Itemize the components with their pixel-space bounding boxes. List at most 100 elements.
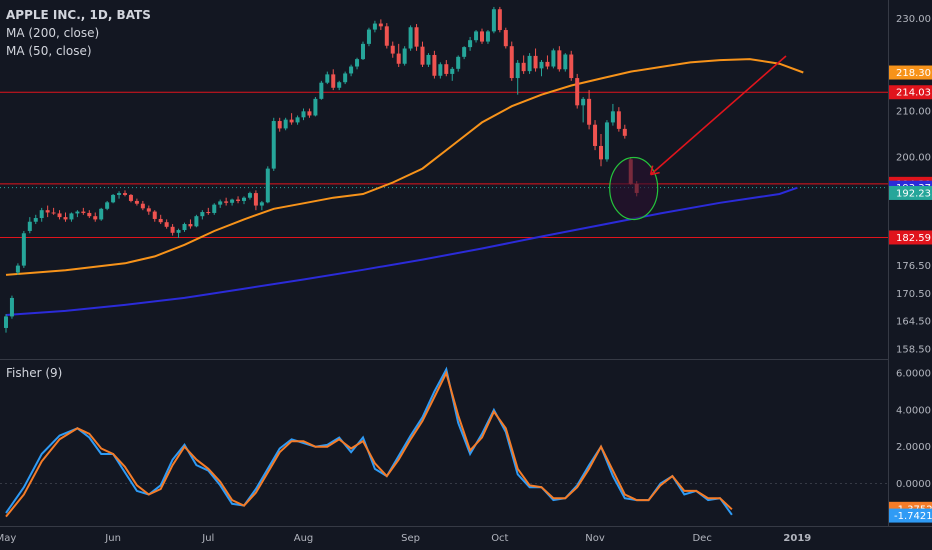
candle-body: [117, 193, 122, 195]
candle-body: [616, 111, 621, 129]
candle: [99, 207, 104, 221]
candle: [325, 71, 330, 85]
candle: [176, 228, 181, 238]
candle-body: [140, 203, 145, 209]
price-badge-label: 192.23: [896, 188, 931, 199]
candle-body: [438, 64, 443, 76]
candle: [182, 222, 187, 232]
price-tick-label: 158.50: [896, 344, 931, 355]
candle-body: [128, 194, 133, 201]
candle-body: [355, 59, 360, 67]
candle: [331, 69, 336, 91]
candle-body: [45, 210, 50, 213]
ma200-legend: MA (200, close): [6, 26, 100, 40]
candle: [21, 230, 26, 268]
candle-body: [111, 194, 116, 203]
candle-body: [604, 122, 609, 160]
candle-body: [242, 197, 246, 201]
fisher-tick-label: 4.0000: [896, 405, 931, 416]
time-tick-label: Nov: [585, 533, 605, 544]
candle-body: [396, 53, 401, 64]
candle-body: [622, 128, 627, 136]
candle: [402, 46, 407, 66]
candle: [158, 214, 163, 225]
candle-body: [123, 193, 127, 195]
candle-body: [206, 212, 211, 214]
candle: [75, 210, 80, 218]
candle: [123, 190, 127, 197]
candle-body: [319, 82, 324, 99]
price-badge-label: 218.30: [896, 68, 931, 79]
ma50-legend: MA (50, close): [6, 44, 92, 58]
candle: [485, 30, 490, 44]
candle-body: [474, 31, 479, 41]
candle-body: [349, 66, 354, 74]
candle-body: [331, 74, 336, 88]
candle-body: [33, 218, 38, 222]
price-tick-label: 164.50: [896, 317, 931, 328]
candle-body: [361, 43, 365, 60]
candle: [117, 191, 122, 199]
candle-body: [9, 297, 14, 317]
candle-body: [402, 48, 407, 64]
candle: [146, 205, 151, 215]
price-badge: [889, 65, 932, 80]
candle: [212, 203, 217, 215]
candle: [444, 60, 449, 77]
candle-body: [432, 54, 437, 76]
time-tick-label: 2019: [783, 533, 811, 544]
candle: [63, 212, 68, 222]
candle-body: [414, 27, 419, 47]
candle: [408, 25, 413, 51]
candle: [438, 62, 443, 79]
candle-body: [533, 55, 538, 69]
fisher-badge-label: -1.7421: [894, 511, 932, 522]
candle: [27, 217, 32, 234]
candle-body: [462, 47, 467, 57]
candle: [81, 207, 86, 215]
candle: [283, 117, 288, 131]
candle: [420, 41, 425, 67]
candle-body: [337, 82, 342, 88]
candle: [503, 27, 508, 49]
candle-body: [480, 31, 484, 42]
candle-body: [247, 193, 252, 198]
candle-body: [212, 204, 217, 213]
candle: [533, 48, 538, 72]
annotation-arrow-shaft: [650, 55, 787, 176]
candle: [426, 53, 431, 67]
candle-body: [4, 316, 8, 328]
candle-body: [63, 217, 68, 220]
fisher-pane[interactable]: [0, 366, 888, 518]
candle: [289, 113, 294, 125]
candle-body: [176, 230, 181, 233]
candle: [242, 196, 246, 205]
candle: [134, 198, 139, 206]
candle: [69, 212, 74, 222]
candle-body: [515, 62, 520, 79]
candle-body: [164, 222, 169, 227]
candle-body: [57, 213, 62, 218]
candle-body: [593, 124, 598, 146]
candle-body: [444, 64, 449, 74]
candle: [230, 198, 235, 206]
price-tick-label: 210.00: [896, 106, 931, 117]
candle-body: [497, 9, 502, 31]
candle-body: [170, 226, 175, 233]
annotation-arrow-head: [649, 165, 660, 176]
candle: [622, 124, 627, 139]
fisher-legend: Fisher (9): [6, 364, 62, 382]
candle-body: [450, 68, 455, 74]
candle: [93, 212, 98, 222]
candle-body: [301, 111, 306, 118]
ma50-line: [5, 58, 804, 276]
candle-body: [420, 46, 425, 65]
candle: [170, 224, 175, 236]
candle: [152, 210, 157, 222]
candle-body: [581, 98, 586, 106]
candle-body: [426, 54, 431, 65]
candle-body: [236, 199, 241, 201]
candle-body: [277, 121, 282, 129]
symbol-title: APPLE INC., 1D, BATS: [6, 8, 151, 22]
